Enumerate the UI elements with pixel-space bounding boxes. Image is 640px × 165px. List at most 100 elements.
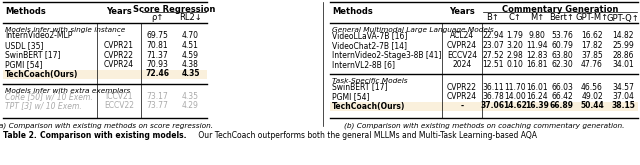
Text: 2.98: 2.98: [507, 50, 524, 60]
Text: Methods: Methods: [5, 7, 45, 16]
Text: C↑: C↑: [509, 14, 522, 22]
Text: ECCV22: ECCV22: [104, 101, 134, 111]
Text: Table 2.: Table 2.: [3, 131, 36, 140]
Text: 66.42: 66.42: [551, 92, 573, 101]
Text: 60.79: 60.79: [551, 41, 573, 50]
Text: ICCV21: ICCV21: [105, 92, 132, 101]
Text: B↑: B↑: [486, 14, 499, 22]
Text: 34.57: 34.57: [612, 82, 634, 92]
Text: VideoLLaVA-7B [16]: VideoLLaVA-7B [16]: [332, 32, 408, 40]
Text: 4.70: 4.70: [182, 32, 199, 40]
Text: 17.82: 17.82: [581, 41, 603, 50]
Text: 37.85: 37.85: [581, 50, 603, 60]
Text: 27.52: 27.52: [482, 50, 504, 60]
Text: 34.01: 34.01: [612, 60, 634, 69]
Text: 4.35: 4.35: [182, 92, 199, 101]
Text: -: -: [118, 32, 120, 40]
Text: 66.03: 66.03: [551, 82, 573, 92]
Text: TechCoach(Ours): TechCoach(Ours): [332, 101, 405, 111]
Text: 11.94: 11.94: [526, 41, 548, 50]
Text: CVPR24: CVPR24: [447, 41, 477, 50]
Text: GPT-Q↑: GPT-Q↑: [607, 14, 639, 22]
Text: 23.07: 23.07: [482, 41, 504, 50]
Text: VideoChat2-7B [14]: VideoChat2-7B [14]: [332, 41, 407, 50]
Text: 4.38: 4.38: [182, 60, 199, 69]
Text: ECCV24: ECCV24: [447, 50, 477, 60]
Text: 14.62: 14.62: [503, 101, 527, 111]
Text: PGMI [54]: PGMI [54]: [332, 92, 369, 101]
Text: InternVL2-8B [6]: InternVL2-8B [6]: [332, 60, 395, 69]
Text: CVPR21: CVPR21: [104, 41, 134, 50]
Text: 12.51: 12.51: [483, 60, 504, 69]
Text: 63.80: 63.80: [551, 50, 573, 60]
Text: 72.46: 72.46: [145, 69, 170, 79]
Text: Years: Years: [449, 7, 475, 16]
Text: 16.24: 16.24: [526, 92, 548, 101]
Text: 16.39: 16.39: [525, 101, 549, 111]
Text: Models infer with extra exemplars: Models infer with extra exemplars: [5, 87, 131, 94]
Text: SwinBERT [17]: SwinBERT [17]: [332, 82, 387, 92]
Text: Years: Years: [106, 7, 132, 16]
Text: PGMI [54]: PGMI [54]: [5, 60, 42, 69]
Text: 16.62: 16.62: [581, 32, 603, 40]
Text: GPT-M↑: GPT-M↑: [575, 14, 609, 22]
Text: 46.56: 46.56: [581, 82, 603, 92]
Text: 22.94: 22.94: [482, 32, 504, 40]
Text: CVPR24: CVPR24: [104, 60, 134, 69]
Text: CoRe [50] w/ 10 Exem.: CoRe [50] w/ 10 Exem.: [5, 92, 93, 101]
Text: ACL24: ACL24: [450, 32, 474, 40]
Text: 0.10: 0.10: [507, 60, 524, 69]
Text: 16.01: 16.01: [526, 82, 548, 92]
Text: 69.75: 69.75: [147, 32, 168, 40]
Bar: [330, 102, 638, 111]
Text: 50.44: 50.44: [580, 101, 604, 111]
Text: M↑: M↑: [530, 14, 544, 22]
Text: 4.51: 4.51: [182, 41, 199, 50]
Text: 12.83: 12.83: [526, 50, 548, 60]
Text: 11.70: 11.70: [504, 82, 526, 92]
Text: Methods: Methods: [332, 7, 372, 16]
Text: Models infer with single instance: Models infer with single instance: [5, 27, 125, 33]
Text: TPT [3] w/ 10 Exem.: TPT [3] w/ 10 Exem.: [5, 101, 82, 111]
Text: 37.06: 37.06: [481, 101, 505, 111]
Text: 73.77: 73.77: [147, 101, 168, 111]
Text: 28.86: 28.86: [612, 50, 634, 60]
Text: 3.20: 3.20: [507, 41, 524, 50]
Text: 70.93: 70.93: [147, 60, 168, 69]
Text: CVPR22: CVPR22: [104, 50, 134, 60]
Text: 4.29: 4.29: [182, 101, 199, 111]
Text: (b) Comparison with existing methods on coaching commentary generation.: (b) Comparison with existing methods on …: [344, 122, 624, 129]
Text: 9.80: 9.80: [529, 32, 545, 40]
Text: Task-Specific Models: Task-Specific Models: [332, 78, 408, 84]
Text: Bert↑: Bert↑: [550, 14, 575, 22]
Text: TechCoach(Ours): TechCoach(Ours): [5, 69, 78, 79]
Text: 4.59: 4.59: [182, 50, 199, 60]
Text: 2024: 2024: [452, 60, 472, 69]
Text: InternVideo2-MLP: InternVideo2-MLP: [5, 32, 72, 40]
Text: 71.37: 71.37: [147, 50, 168, 60]
Text: Our TechCoach outperforms both the general MLLMs and Multi-Task Learning-based A: Our TechCoach outperforms both the gener…: [196, 131, 537, 140]
Text: 37.04: 37.04: [612, 92, 634, 101]
Text: CVPR22: CVPR22: [447, 82, 477, 92]
Text: (a) Comparison with existing methods on score regression.: (a) Comparison with existing methods on …: [0, 122, 214, 129]
Text: 49.02: 49.02: [581, 92, 603, 101]
Text: 53.76: 53.76: [551, 32, 573, 40]
Text: Comparison with existing models.: Comparison with existing models.: [40, 131, 186, 140]
Text: 38.15: 38.15: [611, 101, 635, 111]
Text: RL2↓: RL2↓: [179, 14, 202, 22]
Text: 70.81: 70.81: [147, 41, 168, 50]
Text: 73.17: 73.17: [147, 92, 168, 101]
Text: USDL [35]: USDL [35]: [5, 41, 44, 50]
Text: 25.99: 25.99: [612, 41, 634, 50]
Text: InternVideo2-Stage3-8B [41]: InternVideo2-Stage3-8B [41]: [332, 50, 442, 60]
Text: 4.35: 4.35: [181, 69, 200, 79]
Bar: [3, 70, 207, 79]
Text: 16.81: 16.81: [526, 60, 548, 69]
Text: 36.78: 36.78: [482, 92, 504, 101]
Text: 36.11: 36.11: [482, 82, 504, 92]
Text: 14.00: 14.00: [504, 92, 526, 101]
Text: Commentary Generation: Commentary Generation: [502, 4, 618, 14]
Text: 1.79: 1.79: [507, 32, 524, 40]
Text: 14.82: 14.82: [612, 32, 634, 40]
Text: -: -: [460, 101, 463, 111]
